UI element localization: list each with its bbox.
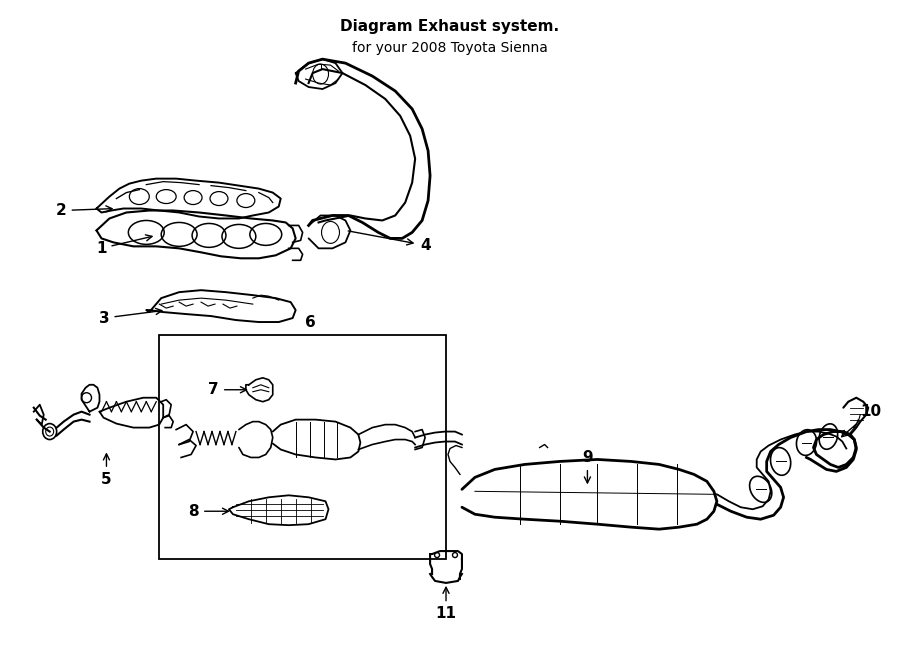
Bar <box>159 335 446 559</box>
Text: 3: 3 <box>99 309 162 326</box>
Text: 7: 7 <box>208 382 247 397</box>
Text: 9: 9 <box>582 450 593 483</box>
Text: 8: 8 <box>188 504 229 519</box>
Text: 4: 4 <box>348 231 431 253</box>
Text: 10: 10 <box>842 404 881 437</box>
Text: 2: 2 <box>56 203 112 218</box>
Text: 1: 1 <box>96 235 152 256</box>
Text: 6: 6 <box>305 315 316 330</box>
Text: Diagram Exhaust system.: Diagram Exhaust system. <box>340 19 560 34</box>
Text: 11: 11 <box>436 587 456 621</box>
Text: 5: 5 <box>101 454 112 487</box>
Text: for your 2008 Toyota Sienna: for your 2008 Toyota Sienna <box>352 41 548 56</box>
